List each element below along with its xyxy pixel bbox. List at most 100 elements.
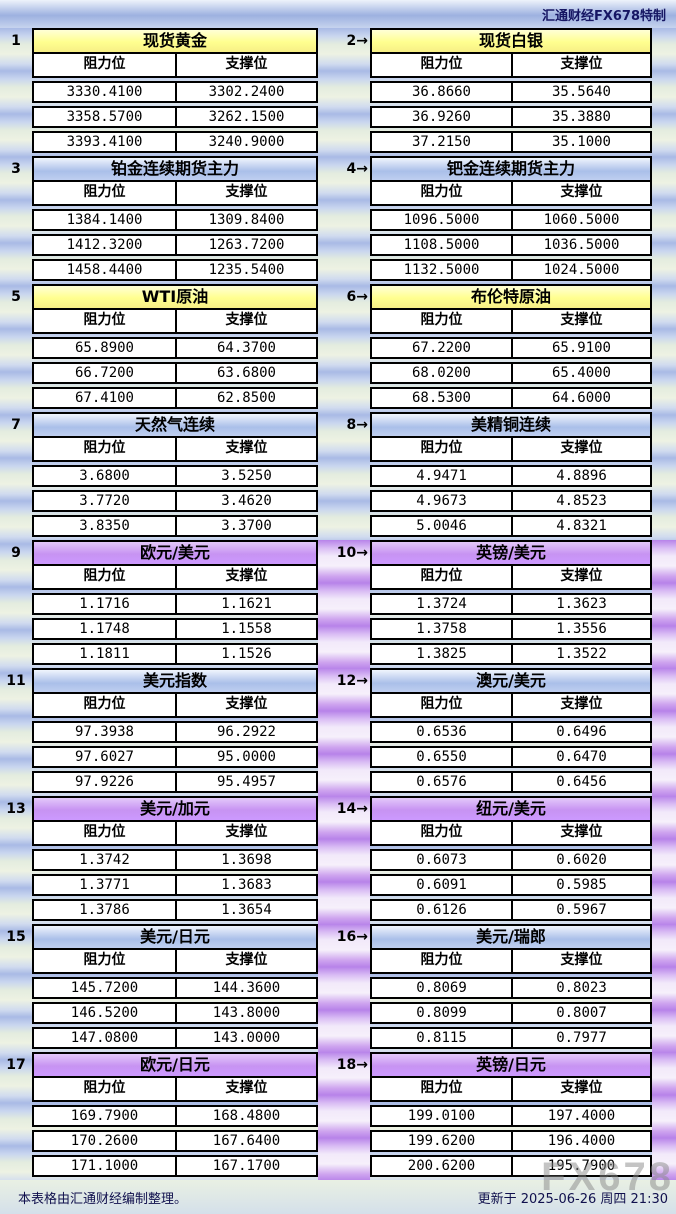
price-table: 欧元/日元 阻力位 支撑位 169.7900 168.4800 170.2600 16… [32,1052,318,1180]
price-table: 现货白银 阻力位 支撑位 36.8660 35.5640 36.9260 35.388… [370,28,652,156]
column-header-row: 阻力位 支撑位 [370,822,652,846]
value-row: 200.6200 195.7900 [370,1155,652,1177]
table-body: 199.0100 197.4000 199.6200 196.4000 200.6200… [370,1102,652,1177]
resistance-value: 37.2150 [411,134,471,150]
support-value: 35.3880 [511,108,650,126]
price-table: 纽元/美元 阻力位 支撑位 0.6073 0.6020 0.6091 0.5985 0.… [370,796,652,924]
table-title: 美元/瑞郎 [370,924,652,950]
table-body: 1.3724 1.3623 1.3758 1.3556 1.3825 1.3522 [370,590,652,665]
support-value: 1.3623 [511,595,650,613]
column-header-row: 阻力位 支撑位 [32,694,318,718]
edge-column [652,1052,676,1180]
column-header-row: 阻力位 支撑位 [32,566,318,590]
support-value: 1.1558 [175,620,316,638]
table-pair-row: 15 美元/日元 阻力位 支撑位 145.7200 144.3600 146.520… [0,924,676,1052]
resistance-value: 4.9471 [416,468,467,484]
support-value: 63.6800 [175,364,316,382]
value-row: 1.3724 1.3623 [370,593,652,615]
col-header-resistance: 阻力位 [83,952,126,968]
table-body: 1096.5000 1060.5000 1108.5000 1036.5000 1132… [370,206,652,281]
resistance-value: 1.3724 [416,596,467,612]
resistance-value: 97.6027 [74,749,134,765]
support-value: 1235.5400 [175,261,316,279]
value-row: 1.3758 1.3556 [370,618,652,640]
row-number-label: 5 [11,289,21,305]
resistance-value: 1.3786 [79,902,130,918]
top-brand-bar: 汇通财经FX678特制 [0,0,676,28]
support-value: 0.5985 [511,876,650,894]
value-row: 169.7900 168.4800 [32,1105,318,1127]
footer-bar: 本表格由汇通财经编制整理。 更新于 2025-06-26 周四 21:30 [0,1180,676,1214]
value-row: 3.8350 3.3700 [32,515,318,537]
support-value: 65.9100 [511,339,650,357]
table-title: 美元/加元 [32,796,318,822]
table-pair-row: 11 美元指数 阻力位 支撑位 97.3938 96.2922 97.6027 95.… [0,668,676,796]
resistance-value: 199.6200 [407,1133,476,1149]
value-row: 1412.3200 1263.7200 [32,234,318,256]
support-value: 4.8321 [511,517,650,535]
resistance-value: 147.0800 [70,1030,139,1046]
resistance-value: 1.3758 [416,621,467,637]
column-header-row: 阻力位 支撑位 [32,1078,318,1102]
resistance-value: 145.7200 [70,980,139,996]
value-row: 0.6576 0.6456 [370,771,652,793]
table-title: 澳元/美元 [370,668,652,694]
value-row: 0.6550 0.6470 [370,746,652,768]
value-row: 1.3771 1.3683 [32,874,318,896]
resistance-value: 1132.5000 [403,262,480,278]
col-header-support: 支撑位 [175,54,316,76]
col-header-resistance: 阻力位 [420,824,463,840]
support-value: 4.8523 [511,492,650,510]
edge-column [652,28,676,156]
support-value: 95.0000 [175,748,316,766]
table-title: 美元指数 [32,668,318,694]
col-header-resistance: 阻力位 [420,312,463,328]
support-value: 64.6000 [511,389,650,407]
support-value: 3.5250 [175,467,316,485]
resistance-value: 36.9260 [411,109,471,125]
table-body: 67.2200 65.9100 68.0200 65.4000 68.5300 64.60… [370,334,652,409]
row-number-label: 7 [11,417,21,433]
support-value: 0.6456 [511,773,650,791]
price-table: 澳元/美元 阻力位 支撑位 0.6536 0.6496 0.6550 0.6470 0.… [370,668,652,796]
col-header-resistance: 阻力位 [83,824,126,840]
row-number-label: 2→ [346,33,368,49]
value-row: 4.9471 4.8896 [370,465,652,487]
col-header-support: 支撑位 [511,438,650,460]
row-number-label: 3 [11,161,21,177]
resistance-value: 3.8350 [79,518,130,534]
value-row: 0.8099 0.8007 [370,1002,652,1024]
resistance-value: 3.6800 [79,468,130,484]
table-pair-row: 9 欧元/美元 阻力位 支撑位 1.1716 1.1621 1.1748 1.1558… [0,540,676,668]
value-row: 1096.5000 1060.5000 [370,209,652,231]
table-body: 3330.4100 3302.2400 3358.5700 3262.1500 3393… [32,78,318,153]
support-value: 1263.7200 [175,236,316,254]
resistance-value: 146.5200 [70,1005,139,1021]
support-value: 35.1000 [511,133,650,151]
table-title: 现货白银 [370,28,652,54]
spacer-column: 14→ [318,796,370,924]
spacer-column: 2→ [318,28,370,156]
col-header-support: 支撑位 [175,310,316,332]
resistance-value: 1.1748 [79,621,130,637]
price-table: 美元/日元 阻力位 支撑位 145.7200 144.3600 146.5200 14… [32,924,318,1052]
price-table: 欧元/美元 阻力位 支撑位 1.1716 1.1621 1.1748 1.1558 1.… [32,540,318,668]
resistance-value: 4.9673 [416,493,467,509]
support-value: 167.6400 [175,1132,316,1150]
row-number-label: 14→ [336,801,368,817]
value-row: 146.5200 143.8000 [32,1002,318,1024]
col-header-support: 支撑位 [175,822,316,844]
row-number-label: 16→ [336,929,368,945]
support-value: 0.7977 [511,1029,650,1047]
price-table: 美元/瑞郎 阻力位 支撑位 0.8069 0.8023 0.8099 0.8007 0.… [370,924,652,1052]
table-pair-row: 5 WTI原油 阻力位 支撑位 65.8900 64.3700 66.7200 63.… [0,284,676,412]
value-row: 1.3786 1.3654 [32,899,318,921]
row-number-label: 6→ [346,289,368,305]
support-value: 0.6496 [511,723,650,741]
price-table: WTI原油 阻力位 支撑位 65.8900 64.3700 66.7200 63.68… [32,284,318,412]
row-number-label: 18→ [336,1057,368,1073]
row-number-label: 11 [6,673,26,689]
support-value: 35.5640 [511,83,650,101]
edge-column [652,156,676,284]
value-row: 171.1000 167.1700 [32,1155,318,1177]
